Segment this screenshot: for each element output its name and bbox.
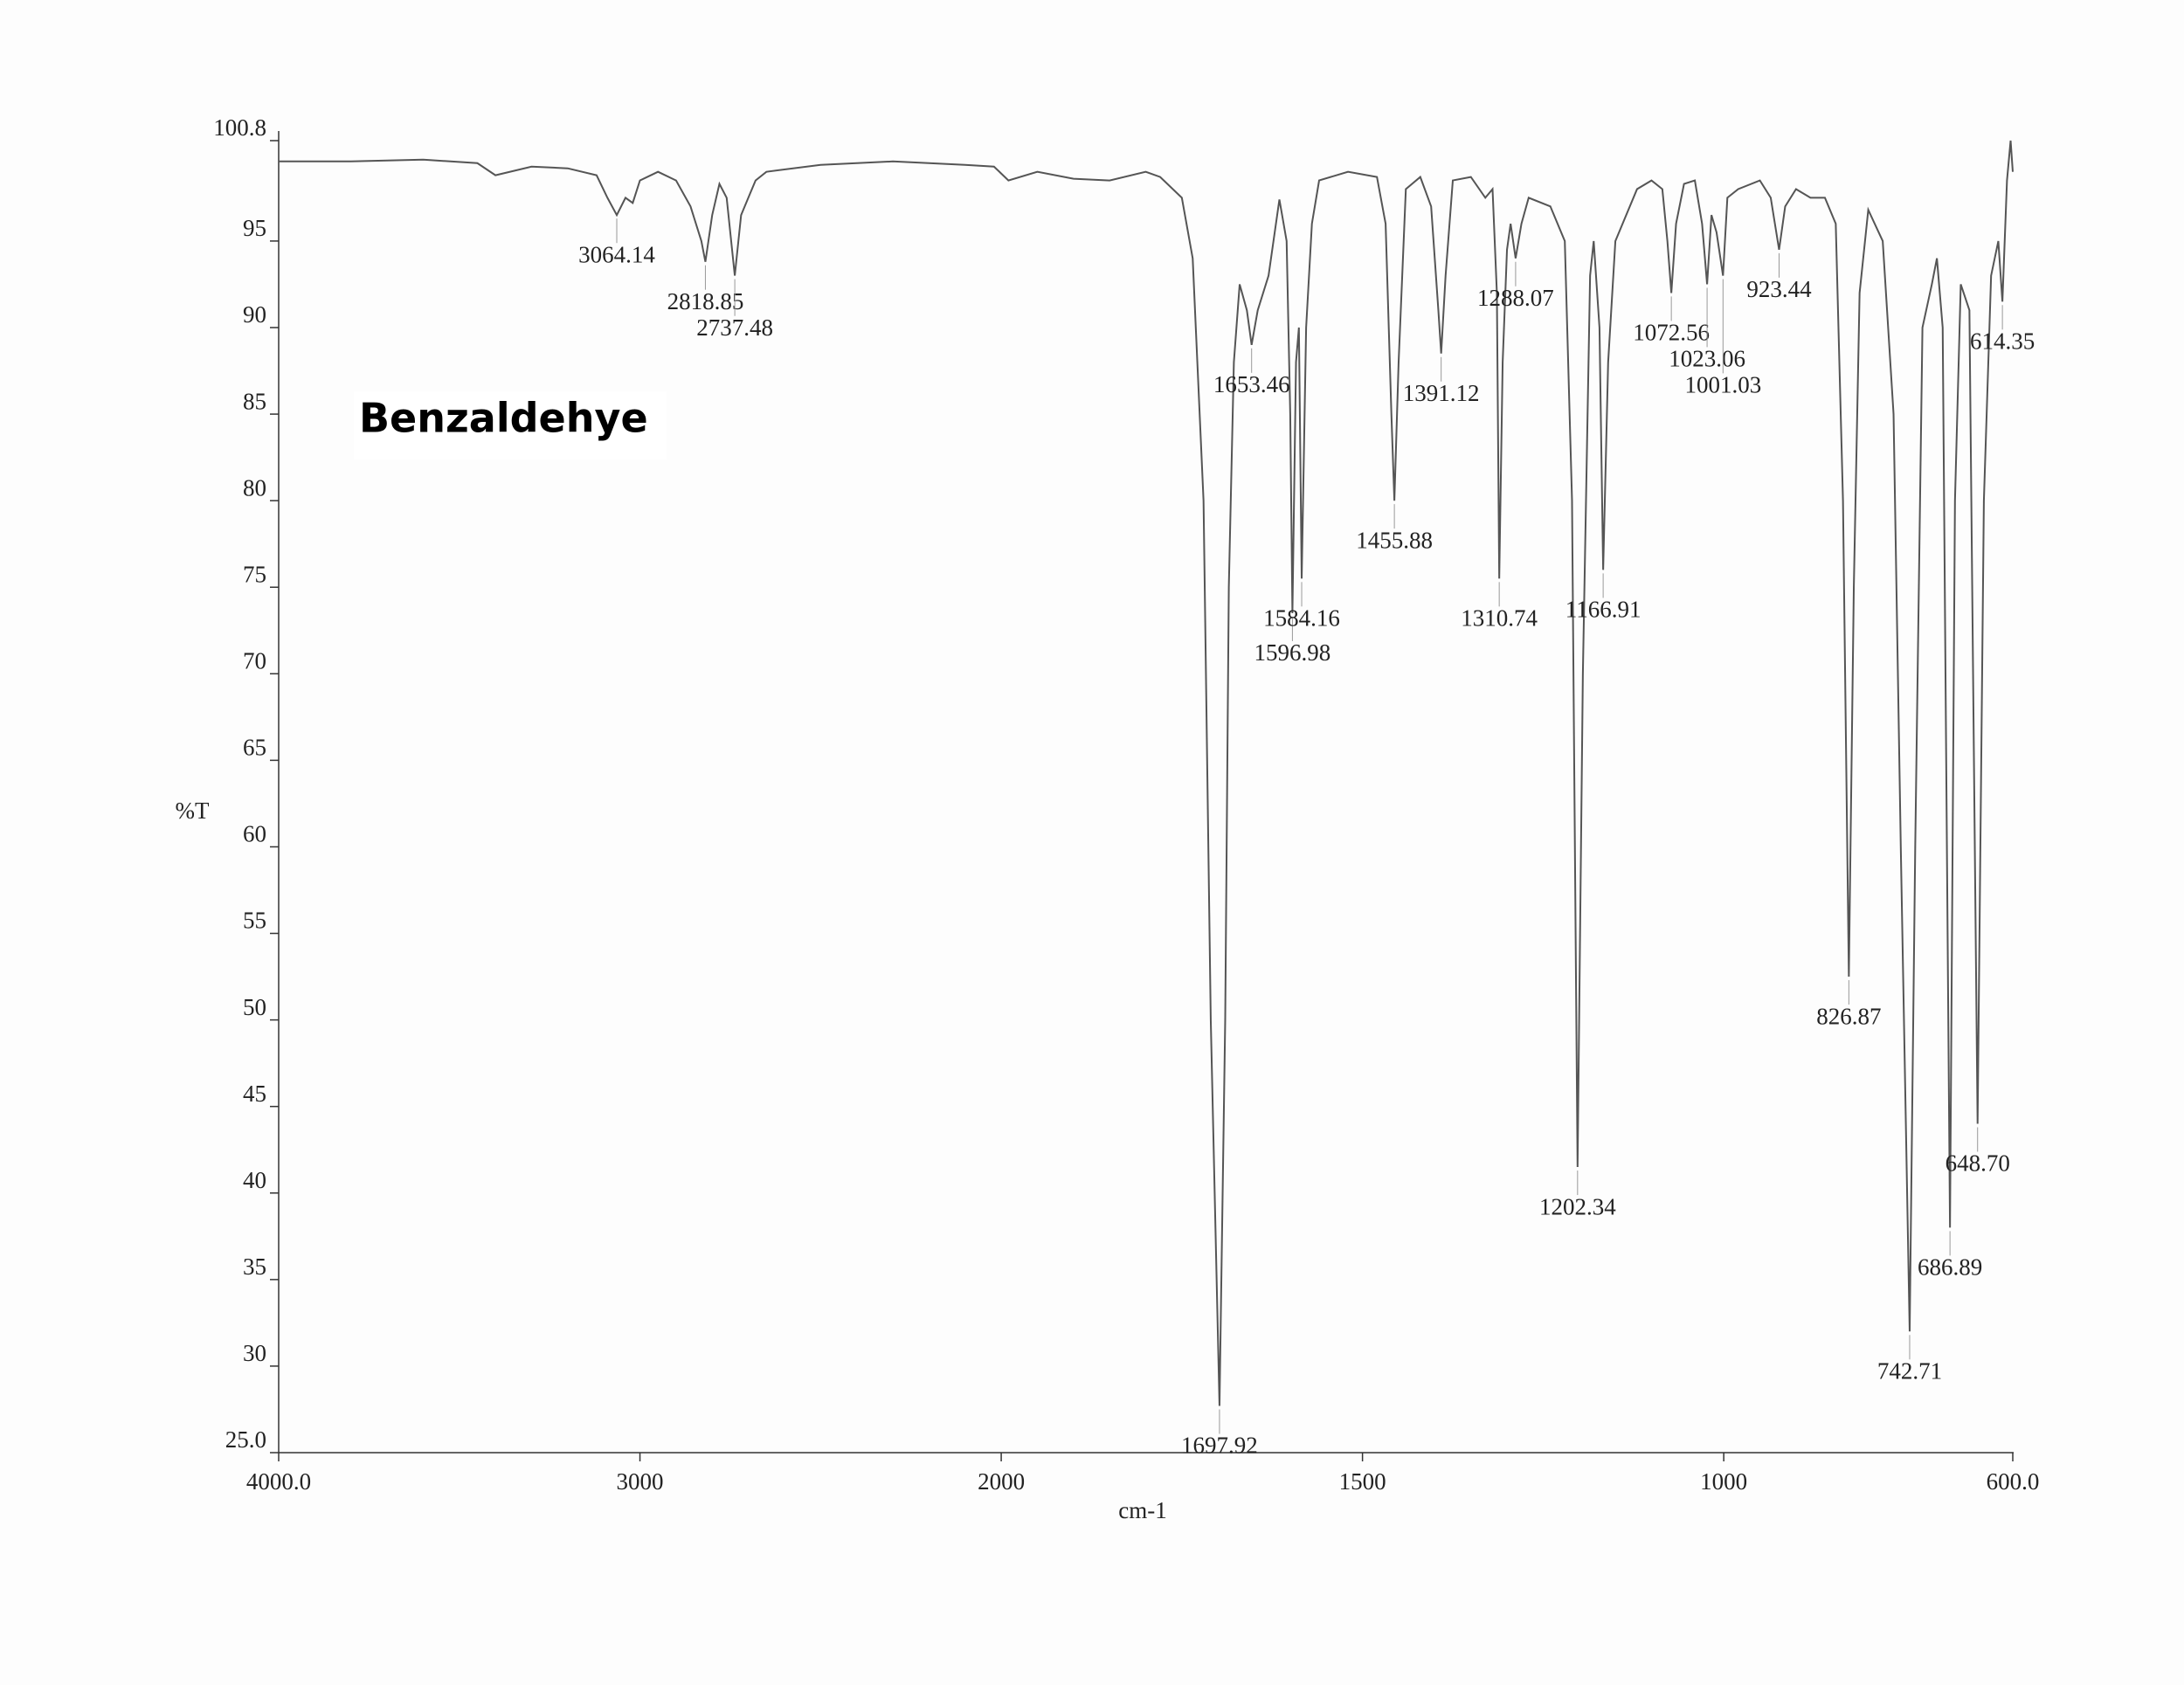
- x-tick-label: 1500: [1339, 1468, 1386, 1495]
- title-box: [354, 391, 667, 459]
- peak-label: 1023.06: [1669, 346, 1745, 372]
- peak-label: 923.44: [1746, 276, 1812, 302]
- peak-label: 1697.92: [1181, 1433, 1258, 1459]
- y-tick-label: 100.8: [213, 114, 266, 141]
- y-tick-label: 50: [243, 994, 266, 1020]
- peak-label: 2737.48: [696, 314, 773, 341]
- x-tick-label: 4000.0: [246, 1468, 311, 1495]
- y-tick-label: 35: [243, 1253, 266, 1280]
- x-axis-label: cm-1: [1118, 1497, 1166, 1523]
- y-tick-label: 75: [243, 561, 266, 587]
- peak-label: 686.89: [1918, 1254, 1982, 1281]
- peak-label: 1310.74: [1461, 605, 1538, 632]
- peak-label: 1072.56: [1633, 320, 1710, 346]
- peak-label: 648.70: [1946, 1150, 2010, 1177]
- x-tick-label: 1000: [1700, 1468, 1747, 1495]
- peak-label: 1391.12: [1403, 380, 1480, 406]
- peak-label: 1653.46: [1213, 371, 1290, 397]
- y-tick-label: 85: [243, 388, 266, 414]
- peak-label: 742.71: [1877, 1357, 1942, 1384]
- peak-label: 1288.07: [1477, 285, 1554, 311]
- x-tick-label: 2000: [978, 1468, 1025, 1495]
- y-tick-label: 55: [243, 908, 266, 934]
- y-tick-label: 30: [243, 1340, 266, 1366]
- peak-label: 826.87: [1816, 1003, 1881, 1029]
- peak-label: 1202.34: [1539, 1193, 1616, 1219]
- peak-label: 1455.88: [1356, 527, 1433, 553]
- spectrum-line: [279, 140, 2014, 1406]
- y-tick-label: 95: [243, 215, 266, 241]
- peak-label: 1001.03: [1684, 372, 1761, 398]
- y-tick-label: 40: [243, 1167, 266, 1193]
- y-tick-label: 60: [243, 821, 266, 847]
- chart-title: Benzaldehye: [359, 395, 648, 442]
- y-tick-label: 90: [243, 301, 266, 328]
- y-tick-label: 25.0: [225, 1426, 266, 1453]
- y-tick-label: 45: [243, 1081, 266, 1107]
- y-tick-label: 65: [243, 735, 266, 761]
- peak-label: 1166.91: [1565, 597, 1641, 623]
- peak-label: 1596.98: [1254, 639, 1331, 666]
- y-tick-label: 70: [243, 648, 266, 674]
- peak-label: 3064.14: [578, 241, 655, 267]
- x-tick-label: 3000: [617, 1468, 664, 1495]
- peak-label: 614.35: [1970, 328, 2035, 354]
- y-axis-label: %T: [176, 798, 210, 824]
- x-tick-label: 600.0: [1987, 1468, 2040, 1495]
- y-tick-label: 80: [243, 474, 266, 501]
- peak-label: 2818.85: [667, 288, 744, 314]
- peak-label: 1584.16: [1263, 605, 1340, 632]
